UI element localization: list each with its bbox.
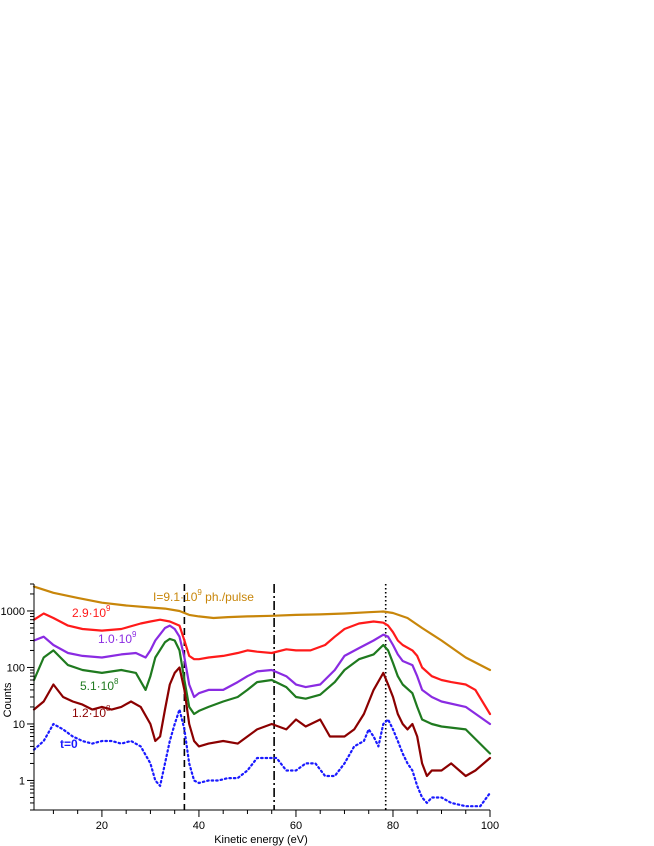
x-axis-title: Kinetic energy (eV) (214, 834, 308, 846)
series-line-4 (32, 637, 492, 755)
series-label-1: I=9.1·109 ph./pulse (153, 588, 254, 604)
series-label-6: t=0 (60, 737, 78, 751)
series-line-3 (32, 624, 492, 726)
x-tick-label: 80 (387, 820, 399, 832)
series-line-6 (32, 708, 492, 808)
y-axis-title: Counts (2, 682, 14, 717)
x-tick-label: 20 (96, 820, 108, 832)
y-tick-label: 1000 (1, 606, 25, 618)
y-tick-label: 1 (19, 775, 25, 787)
x-tick-label: 40 (193, 820, 205, 832)
y-tick-label: 100 (7, 662, 25, 674)
series-label-4: 5.1·108 (80, 677, 119, 693)
x-tick-label: 100 (481, 820, 499, 832)
y-tick-label: 10 (13, 719, 25, 731)
series-label-3: 1.0·109 (98, 630, 137, 646)
series-line-2 (32, 612, 492, 716)
series-line-1 (32, 585, 492, 672)
axes: 20 40 60 80 100 1 10 100 1000 (1, 583, 499, 832)
series-label-5: 1.2·108 (72, 704, 111, 720)
series-labels: I=9.1·109 ph./pulse 2.9·109 1.0·109 5.1·108… (60, 588, 254, 751)
series-label-2: 2.9·109 (72, 604, 111, 620)
x-tick-label: 60 (290, 820, 302, 832)
series-line-5 (32, 666, 492, 778)
series-group (32, 585, 492, 808)
